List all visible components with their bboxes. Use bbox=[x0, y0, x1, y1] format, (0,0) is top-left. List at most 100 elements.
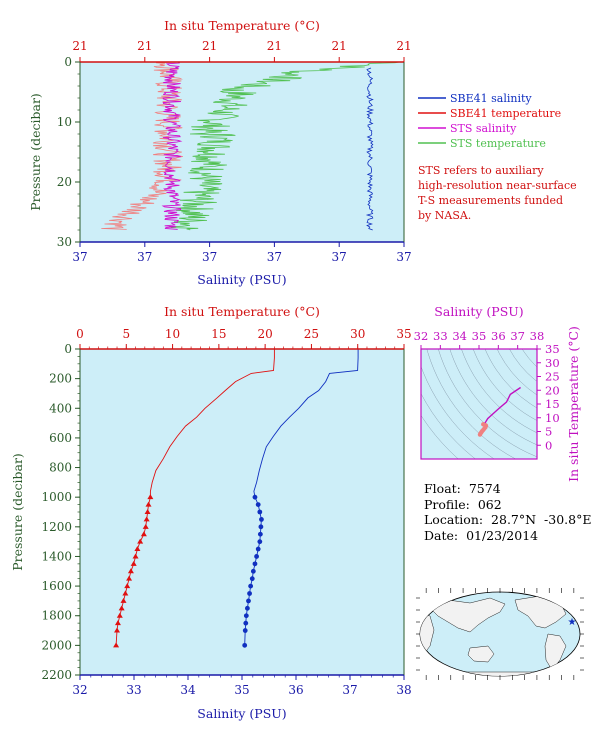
sts-temperature-trace bbox=[168, 61, 400, 231]
sts-salinity-trace bbox=[161, 61, 183, 230]
ts-temp-tick-label: 5 bbox=[545, 425, 552, 439]
ts-salinity-tick-label: 35 bbox=[472, 329, 487, 343]
salinity-point bbox=[247, 591, 252, 596]
salinity-tick-label: 37 bbox=[267, 250, 282, 264]
salinity-tick-label: 37 bbox=[202, 250, 217, 264]
ts-salinity-axis-label: Salinity (PSU) bbox=[434, 304, 523, 319]
salinity-point bbox=[248, 583, 254, 589]
temperature-point bbox=[137, 538, 144, 544]
temperature-point bbox=[114, 627, 121, 633]
pressure-tick-label: 2200 bbox=[41, 668, 72, 682]
ts-salinity-tick-label: 36 bbox=[491, 329, 506, 343]
note-line: high-resolution near-surface bbox=[418, 179, 577, 192]
salinity-tick-label: 32 bbox=[72, 683, 87, 697]
salinity-point bbox=[258, 524, 264, 530]
pressure-tick-label: 10 bbox=[57, 115, 72, 129]
full-profile-salinity-axis-label: Salinity (PSU) bbox=[197, 706, 286, 721]
temp-tick-label: 5 bbox=[122, 327, 130, 341]
full-profile-pressure-axis-label: Pressure (decibar) bbox=[10, 453, 25, 571]
salinity-point bbox=[255, 546, 261, 552]
ts-plot-area bbox=[420, 348, 538, 460]
near-surface-ticks: 21 21 21 21 21 21 37 37 37 37 37 37 0 10 20 30 bbox=[57, 39, 412, 264]
temperature-point bbox=[142, 523, 149, 529]
full-profile-ticks: 0 5 10 15 20 25 30 35 32 33 34 35 36 37 38 0 200 400 600 80… bbox=[41, 327, 411, 697]
ts-salinity-tick-label: 37 bbox=[510, 329, 525, 343]
full-profile-chart: 0 5 10 15 20 25 30 35 32 33 34 35 36 37 38 0 200 400 600 80… bbox=[10, 304, 412, 721]
float-location-marker: ★ bbox=[568, 617, 577, 628]
near-surface-plot-area bbox=[79, 61, 405, 243]
temp-tick-label: 20 bbox=[258, 327, 273, 341]
pressure-tick-label: 2000 bbox=[41, 638, 72, 652]
ts-temp-tick-label: 20 bbox=[545, 383, 560, 397]
temperature-point bbox=[114, 620, 121, 626]
legend-entry: SBE41 salinity bbox=[450, 92, 532, 105]
full-profile-traces bbox=[113, 349, 359, 648]
sts-temperature-lower-trace bbox=[101, 61, 183, 230]
pressure-tick-label: 20 bbox=[57, 175, 72, 189]
near-surface-salinity-axis-label: Salinity (PSU) bbox=[197, 272, 286, 287]
ts-temperature-axis-label: In situ Temperature (°C) bbox=[566, 326, 581, 482]
temperature-point bbox=[140, 531, 147, 537]
temp-tick-label: 25 bbox=[304, 327, 319, 341]
temperature-point bbox=[134, 546, 141, 552]
temp-tick-label: 30 bbox=[350, 327, 365, 341]
ts-salinity-tick-label: 32 bbox=[414, 329, 429, 343]
ts-salinity-tick-label: 34 bbox=[452, 329, 467, 343]
temperature-point bbox=[122, 590, 129, 596]
salinity-tick-label: 36 bbox=[288, 683, 303, 697]
ts-temp-tick-label: 15 bbox=[545, 397, 560, 411]
pressure-tick-label: 1600 bbox=[41, 579, 72, 593]
temperature-point bbox=[147, 494, 154, 500]
temperature-point bbox=[126, 575, 133, 581]
near-surface-pressure-axis-label: Pressure (decibar) bbox=[28, 93, 43, 211]
map-graticule bbox=[416, 588, 584, 680]
temp-tick-label: 21 bbox=[267, 39, 282, 53]
legend-entry: STS salinity bbox=[450, 122, 517, 135]
salinity-point bbox=[246, 598, 251, 604]
pressure-tick-label: 1800 bbox=[41, 609, 72, 623]
note-line: STS refers to auxiliary bbox=[418, 164, 544, 177]
temperature-point bbox=[118, 605, 125, 611]
pressure-tick-label: 400 bbox=[49, 401, 72, 415]
date-value: 01/23/2014 bbox=[466, 527, 539, 543]
date-label: Date: bbox=[424, 527, 459, 543]
temperature-point bbox=[113, 642, 120, 648]
location-value: 28.7°N -30.8°E bbox=[491, 512, 592, 527]
legend-entry: STS temperature bbox=[450, 137, 546, 150]
temp-tick-label: 15 bbox=[211, 327, 226, 341]
location-line: Location: 28.7°N -30.8°E bbox=[424, 512, 591, 528]
pressure-tick-label: 600 bbox=[49, 431, 72, 445]
ts-temp-tick-label: 10 bbox=[545, 411, 560, 425]
salinity-tick-label: 37 bbox=[72, 250, 87, 264]
salinity-point bbox=[257, 509, 263, 515]
temp-tick-label: 10 bbox=[165, 327, 180, 341]
salinity-point bbox=[252, 561, 258, 567]
map-land-australia bbox=[467, 645, 495, 663]
temperature-point bbox=[132, 553, 139, 559]
salinity-tick-label: 38 bbox=[396, 683, 411, 697]
salinity-point bbox=[259, 517, 264, 522]
temp-tick-label: 21 bbox=[72, 39, 87, 53]
salinity-point bbox=[255, 502, 261, 507]
profile-line: Profile: 062 bbox=[424, 497, 591, 513]
salinity-point bbox=[245, 605, 250, 611]
pressure-tick-label: 0 bbox=[64, 55, 72, 69]
temp-tick-label: 21 bbox=[396, 39, 411, 53]
salinity-point bbox=[242, 628, 248, 633]
salinity-point bbox=[249, 576, 255, 582]
temp-tick-label: 35 bbox=[396, 327, 411, 341]
ts-temp-tick-label: 30 bbox=[545, 356, 560, 370]
ts-salinity-tick-label: 33 bbox=[433, 329, 448, 343]
temp-tick-label: 21 bbox=[332, 39, 347, 53]
ts-temp-tick-label: 0 bbox=[545, 438, 552, 452]
temperature-point bbox=[124, 583, 131, 589]
float-info: Float: 7574 Profile: 062 Location: 28.7°… bbox=[424, 481, 591, 543]
salinity-tick-label: 35 bbox=[234, 683, 249, 697]
ts-salinity-tick-label: 38 bbox=[530, 329, 545, 343]
temperature-point bbox=[145, 501, 152, 507]
pressure-tick-label: 1400 bbox=[41, 549, 72, 563]
temperature-point bbox=[120, 597, 127, 603]
note-line: T-S measurements funded bbox=[418, 194, 563, 207]
